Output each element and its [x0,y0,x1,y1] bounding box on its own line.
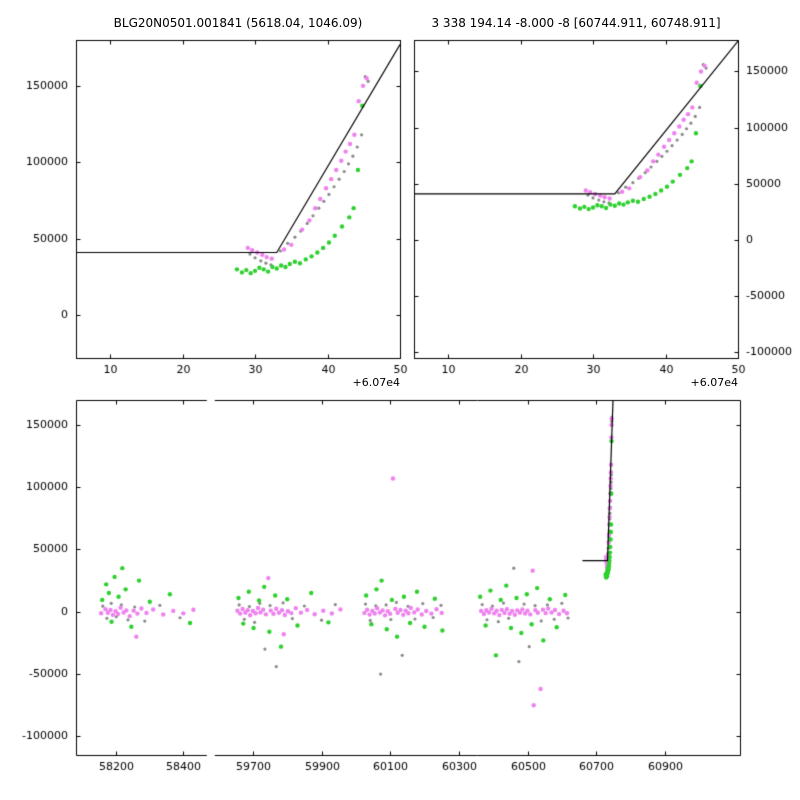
x-axis-offset-label-left: +6.07e4 [352,376,400,389]
plot-top-right-title: 3 338 194.14 -8.000 -8 [60744.911, 60748… [431,16,721,30]
x-axis-offset-label-right: +6.07e4 [690,376,738,389]
plot-top-left-title: BLG20N0501.001841 (5618.04, 1046.09) [113,16,363,30]
